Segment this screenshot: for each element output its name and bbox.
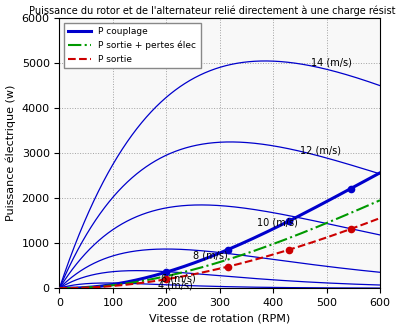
Y-axis label: Puissance électrique (w): Puissance électrique (w) <box>6 85 16 221</box>
Line: P sortie + pertes élec: P sortie + pertes élec <box>59 200 380 288</box>
P sortie <box>230 264 235 267</box>
P sortie + pertes élec <box>370 202 375 206</box>
P couplage <box>57 286 62 290</box>
P couplage <box>370 175 375 179</box>
Title: Puissance du rotor et de l'alternateur relié directement à une charge résistive: Puissance du rotor et de l'alternateur r… <box>29 6 396 16</box>
P sortie + pertes élec <box>211 262 216 266</box>
Text: 4 (m/s): 4 (m/s) <box>158 280 193 290</box>
P couplage <box>377 171 382 175</box>
P sortie + pertes élec <box>209 263 214 266</box>
P sortie <box>370 219 375 223</box>
Text: 8 (m/s): 8 (m/s) <box>193 251 228 261</box>
P couplage <box>209 254 214 258</box>
P sortie <box>248 259 253 263</box>
P sortie <box>209 268 214 272</box>
X-axis label: Vitesse de rotation (RPM): Vitesse de rotation (RPM) <box>149 314 290 323</box>
P sortie + pertes élec <box>377 198 382 202</box>
P couplage <box>320 202 324 206</box>
P sortie <box>211 268 216 272</box>
P sortie <box>57 286 62 290</box>
Text: 12 (m/s): 12 (m/s) <box>300 146 341 156</box>
P sortie <box>320 237 324 241</box>
P sortie <box>377 216 382 220</box>
P couplage <box>230 245 235 249</box>
P sortie + pertes élec <box>320 223 324 227</box>
Text: 6 (m/s): 6 (m/s) <box>161 273 196 283</box>
P couplage <box>211 254 216 258</box>
P sortie + pertes élec <box>57 286 62 290</box>
P sortie + pertes élec <box>230 256 235 260</box>
Legend: P couplage, P sortie + pertes élec, P sortie: P couplage, P sortie + pertes élec, P so… <box>64 23 201 68</box>
Text: 14 (m/s): 14 (m/s) <box>310 57 351 67</box>
P couplage <box>248 238 253 242</box>
Line: P sortie: P sortie <box>59 218 380 288</box>
Line: P couplage: P couplage <box>59 173 380 288</box>
P sortie + pertes élec <box>248 250 253 254</box>
Text: 10 (m/s): 10 (m/s) <box>257 217 298 227</box>
